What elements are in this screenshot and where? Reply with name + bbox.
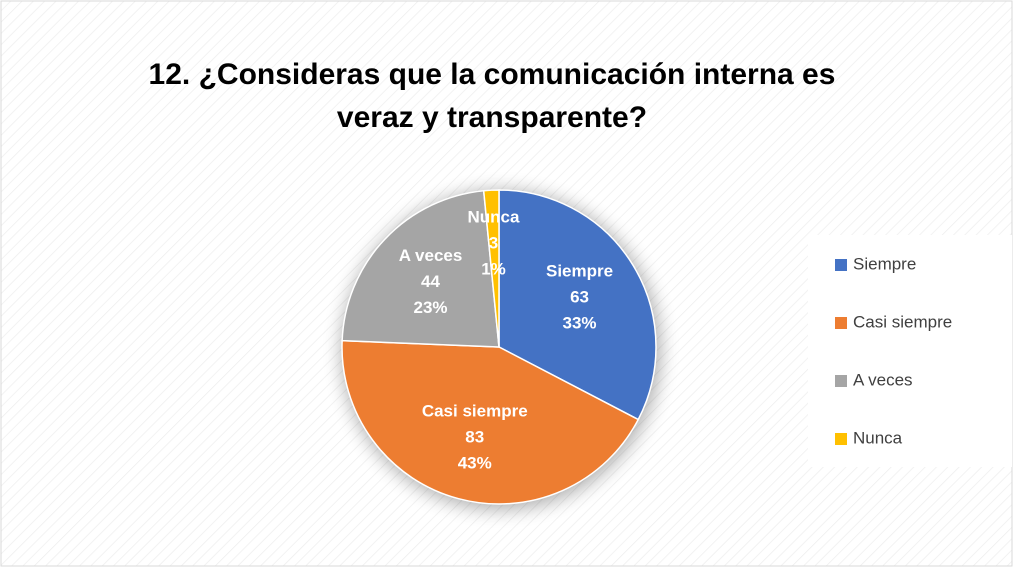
legend-swatch	[835, 375, 847, 387]
legend-swatch	[835, 433, 847, 445]
data-label-value: 3	[489, 234, 498, 253]
data-label-percent: 1%	[481, 260, 506, 279]
data-label-name: Nunca	[467, 208, 520, 227]
data-label-percent: 33%	[563, 314, 597, 333]
pie-slice	[498, 189, 657, 421]
data-label-value: 63	[570, 288, 589, 307]
pie-slice	[341, 339, 640, 505]
legend-box	[808, 235, 1012, 467]
legend-swatch	[835, 259, 847, 271]
pie-slice	[482, 189, 500, 348]
legend-label: A veces	[853, 370, 913, 389]
data-label-name: Casi siempre	[422, 402, 528, 421]
legend-label: Siempre	[853, 254, 916, 273]
chart-title: 12. ¿Consideras que la comunicación inte…	[149, 58, 836, 134]
legend-label: Casi siempre	[853, 312, 952, 331]
data-label-value: 83	[465, 428, 484, 447]
data-label-value: 44	[421, 272, 440, 291]
data-label-name: A veces	[399, 246, 463, 265]
data-label-percent: 23%	[414, 298, 448, 317]
legend-swatch	[835, 317, 847, 329]
legend-label: Nunca	[853, 428, 903, 447]
data-label-percent: 43%	[458, 454, 492, 473]
pie-slice	[341, 189, 500, 348]
data-label-name: Siempre	[546, 262, 613, 281]
